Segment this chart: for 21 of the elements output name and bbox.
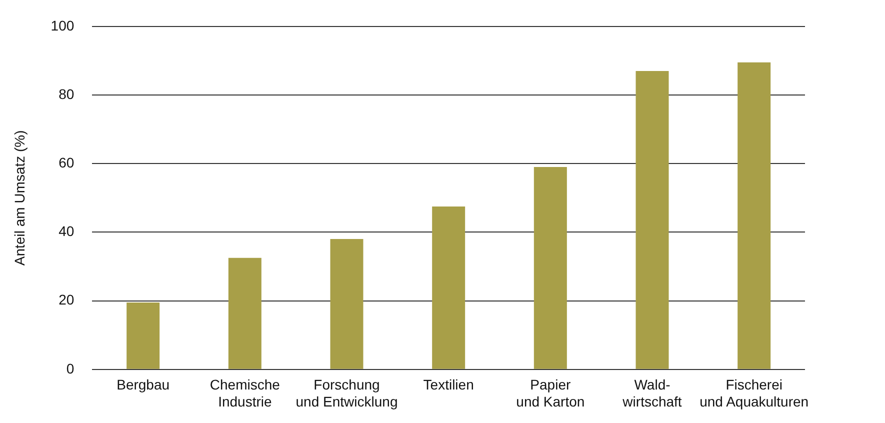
y-tick-label: 20 [58, 292, 74, 308]
x-tick-label: Chemische Industrie [210, 376, 280, 410]
y-axis-title: Anteil am Umsatz (%) [11, 130, 28, 266]
x-tick-label: Forschung und Entwicklung [296, 376, 398, 410]
x-tick-label: Fischerei und Aquakulturen [700, 376, 809, 410]
y-tick-label: 80 [58, 86, 74, 102]
bar [534, 167, 567, 369]
x-tick-label: Bergbau [116, 376, 170, 393]
bar [126, 302, 160, 369]
bar [330, 239, 364, 369]
y-tick-label: 60 [58, 154, 74, 170]
bar [738, 62, 771, 369]
x-tick-label: Wald- wirtschaft [622, 376, 682, 410]
y-tick-label: 40 [58, 223, 74, 240]
x-tick-label: Papier und Karton [516, 376, 585, 410]
y-tick-label: 0 [66, 360, 74, 376]
bar [228, 258, 262, 369]
x-tick-label: Textilien [423, 376, 474, 393]
bar [636, 70, 669, 369]
y-tick-label: 100 [50, 17, 74, 34]
bar [432, 206, 466, 369]
